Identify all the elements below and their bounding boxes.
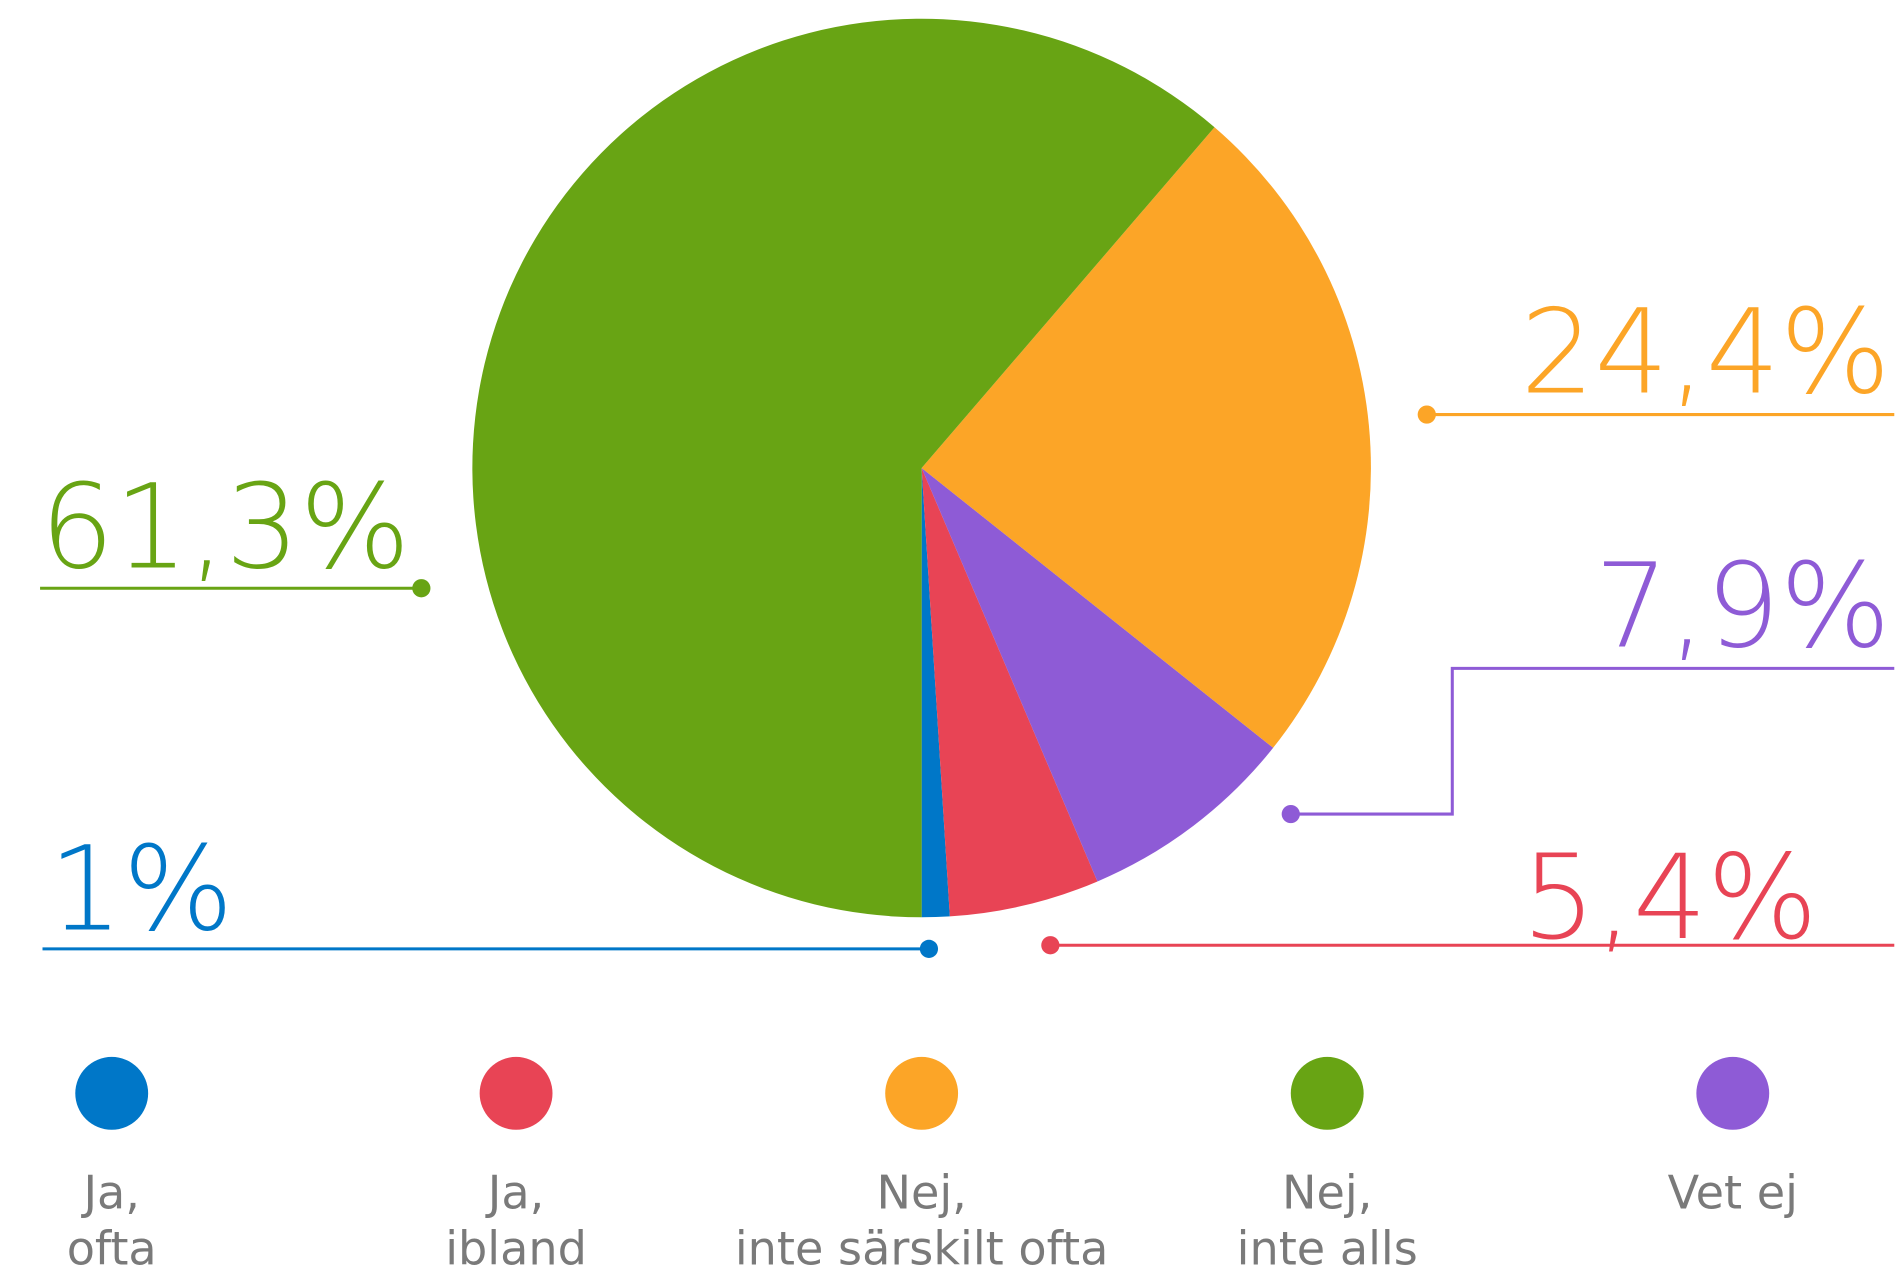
value-label: 1% [49,822,234,957]
legend-label-line: Nej, [876,1166,966,1220]
legend-label: Nej, inte särskilt ofta [735,1166,1109,1276]
value-label: 7,9% [1595,540,1891,675]
leader-dot [919,939,939,958]
legend-label-line: Vet ej [1668,1166,1798,1220]
pie-slice [921,468,1274,882]
legend-marker [1290,1056,1364,1130]
leader-line [1290,666,1895,816]
legend-marker [479,1056,553,1130]
legend-label-line: ibland [445,1222,587,1276]
legend-marker [1696,1056,1770,1130]
legend-marker [885,1056,959,1130]
legend-label: Nej, inte alls [1237,1166,1418,1276]
legend-label-line: Nej, [1282,1166,1372,1220]
leader-dot [412,579,431,598]
leader-dot [1417,405,1436,424]
legend-label-line: Ja, [485,1166,545,1220]
legend-label-line: ofta [67,1222,157,1276]
value-label: 24,4% [1520,286,1890,421]
pie-slice [921,127,1371,748]
legend-label-line: inte särskilt ofta [735,1222,1109,1276]
legend-label: Vet ej [1668,1166,1798,1220]
leader-dot [1041,936,1060,955]
legend-label-line: inte alls [1237,1222,1418,1276]
legend-label-line: Ja, [80,1166,140,1220]
value-label: 61,3% [40,461,410,596]
legend-label: Ja, ofta [67,1166,157,1276]
leader-dot [1281,804,1300,824]
legend-marker [75,1056,149,1130]
legend-label: Ja, ibland [445,1166,587,1276]
pie-slice [921,468,950,918]
pie-slice [921,468,1098,917]
value-label: 5,4% [1522,831,1818,966]
pie-slice [472,18,1215,918]
